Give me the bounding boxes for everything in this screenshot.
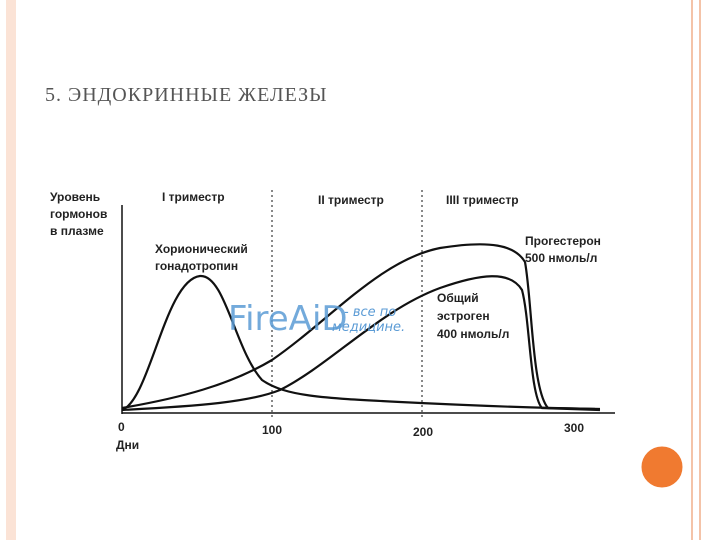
progesterone-curve [121,243,601,411]
curve-label: Хорионический [155,242,248,256]
watermark-brand: FireAiD [228,299,348,339]
x-tick-label: 200 [413,425,433,439]
curve-label: эстроген [437,309,490,323]
curve-label: 400 нмоль/л [437,327,509,341]
curve-label: 500 нмоль/л [525,251,597,265]
chorionic-curve [121,274,596,412]
trimester-label: IIII триместр [446,193,519,207]
slide-title: 5. ЭНДОКРИННЫЕ ЖЕЛЕЗЫ [45,84,328,106]
x-tick-label: 0 [118,420,125,434]
decor-circle [638,443,686,491]
y-axis-label: Уровень [50,190,100,204]
curve-label: Прогестерон [525,234,601,248]
curve-label: Общий [437,291,479,305]
y-axis-label: гормонов [50,207,107,221]
estrogen-curve [121,275,601,412]
figure: Уровень гормонов в плазме I триместр II … [50,190,615,452]
y-axis-label: в плазме [50,224,104,238]
watermark-tagline: медицине. [332,320,405,335]
watermark-tagline: - все по [344,305,396,320]
x-tick-label: 100 [262,423,282,437]
left-border [6,0,16,540]
curve-label: гонадотропин [155,259,238,273]
x-axis-label: Дни [116,438,139,452]
x-tick-label: 300 [564,421,584,435]
trimester-label: II триместр [318,193,384,207]
trimester-label: I триместр [162,190,225,204]
